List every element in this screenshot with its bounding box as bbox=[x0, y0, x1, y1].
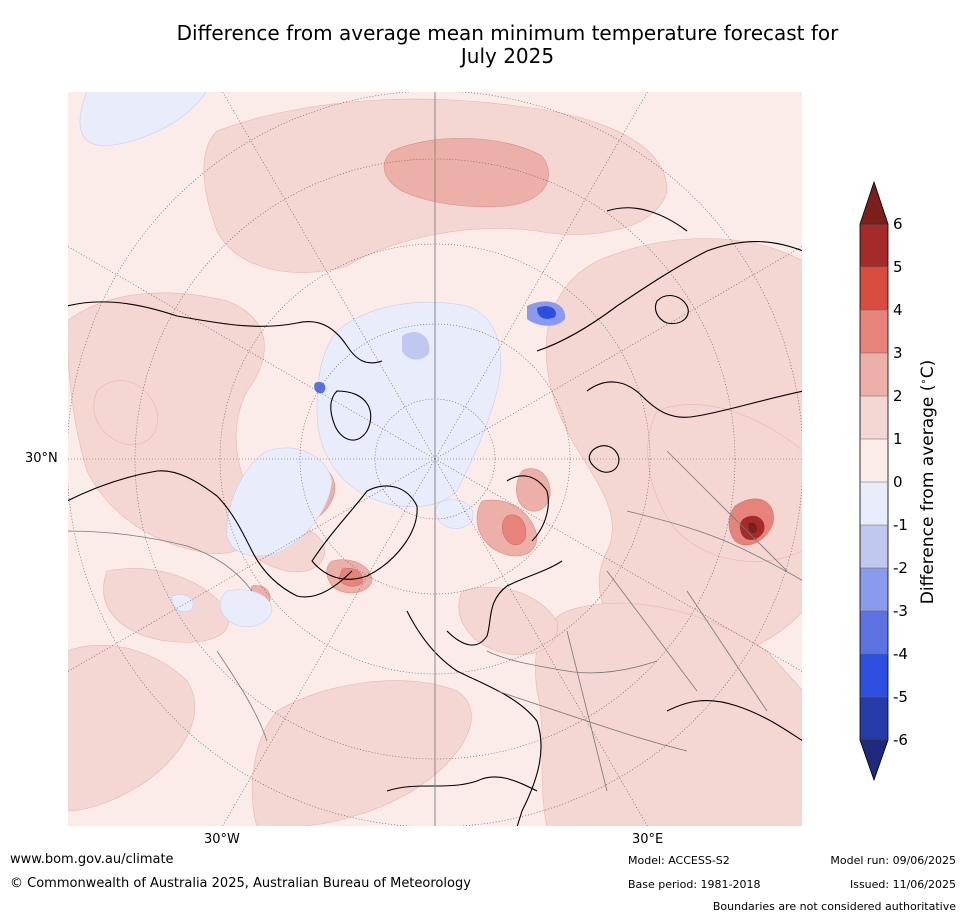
colorbar-band bbox=[860, 654, 888, 697]
colorbar-tick-label: 3 bbox=[893, 344, 903, 362]
colorbar-band bbox=[860, 568, 888, 611]
longitude-label-30w: 30°W bbox=[204, 832, 240, 847]
colorbar-tick-label: 2 bbox=[893, 387, 903, 405]
coastlines bbox=[67, 207, 803, 827]
colorbar-tick-label: -6 bbox=[893, 731, 908, 749]
colorbar-band bbox=[860, 611, 888, 654]
model-run-text: Model run: 09/06/2025 bbox=[830, 854, 956, 867]
colorbar-band bbox=[860, 439, 888, 482]
colorbar-band bbox=[860, 267, 888, 310]
colorbar-ticks: 6 5 4 3 2 1 0 -1 -2 -3 -4 -5 -6 bbox=[860, 215, 908, 749]
website-link[interactable]: www.bom.gov.au/climate bbox=[10, 852, 174, 867]
issued-text: Issued: 11/06/2025 bbox=[849, 878, 956, 891]
anomaly-field-minus-1-to-minus-3 bbox=[314, 301, 566, 394]
colorbar-tick-label: -2 bbox=[893, 559, 908, 577]
forecast-map bbox=[67, 91, 803, 827]
longitude-label-30e: 30°E bbox=[632, 832, 664, 847]
disclaimer-text: Boundaries are not considered authoritat… bbox=[712, 900, 956, 913]
title-line-2: July 2025 bbox=[460, 44, 555, 68]
latitude-label-30n: 30°N bbox=[25, 451, 58, 466]
colorbar-band bbox=[860, 396, 888, 439]
country-borders bbox=[67, 450, 803, 792]
colorbar-band bbox=[860, 224, 888, 267]
model-text: Model: ACCESS-S2 bbox=[628, 854, 730, 867]
colorbar-bands bbox=[860, 224, 888, 740]
colorbar-extend-min bbox=[859, 739, 889, 782]
colorbar-tick-label: 4 bbox=[893, 301, 903, 319]
colorbar-tick-label: 0 bbox=[893, 473, 903, 491]
map-canvas bbox=[67, 91, 803, 827]
colorbar-tick-label: 5 bbox=[893, 258, 903, 276]
colorbar-band bbox=[860, 353, 888, 396]
colorbar-band bbox=[860, 482, 888, 525]
colorbar-tick-label: 1 bbox=[893, 430, 903, 448]
colorbar-tick-label: -4 bbox=[893, 645, 908, 663]
colorbar-tick-label: 6 bbox=[893, 215, 903, 233]
colorbar-tick-label: -5 bbox=[893, 688, 908, 706]
colorbar-band bbox=[860, 525, 888, 568]
copyright-text: © Commonwealth of Australia 2025, Austra… bbox=[10, 876, 471, 891]
title-line-1: Difference from average mean minimum tem… bbox=[176, 21, 839, 45]
base-period-text: Base period: 1981-2018 bbox=[628, 878, 761, 891]
anomaly-field-4-to-6 bbox=[739, 515, 765, 540]
colorbar-extend-max bbox=[859, 180, 889, 225]
colorbar-tick-label: -1 bbox=[893, 516, 908, 534]
colorbar-band bbox=[860, 697, 888, 740]
colorbar-tick-label: -3 bbox=[893, 602, 908, 620]
colorbar-band bbox=[860, 310, 888, 353]
anomaly-field-0-to-minus-1 bbox=[79, 91, 502, 627]
map-title: Difference from average mean minimum tem… bbox=[60, 22, 955, 68]
colorbar-title: Difference from average (∘C) bbox=[918, 359, 938, 605]
